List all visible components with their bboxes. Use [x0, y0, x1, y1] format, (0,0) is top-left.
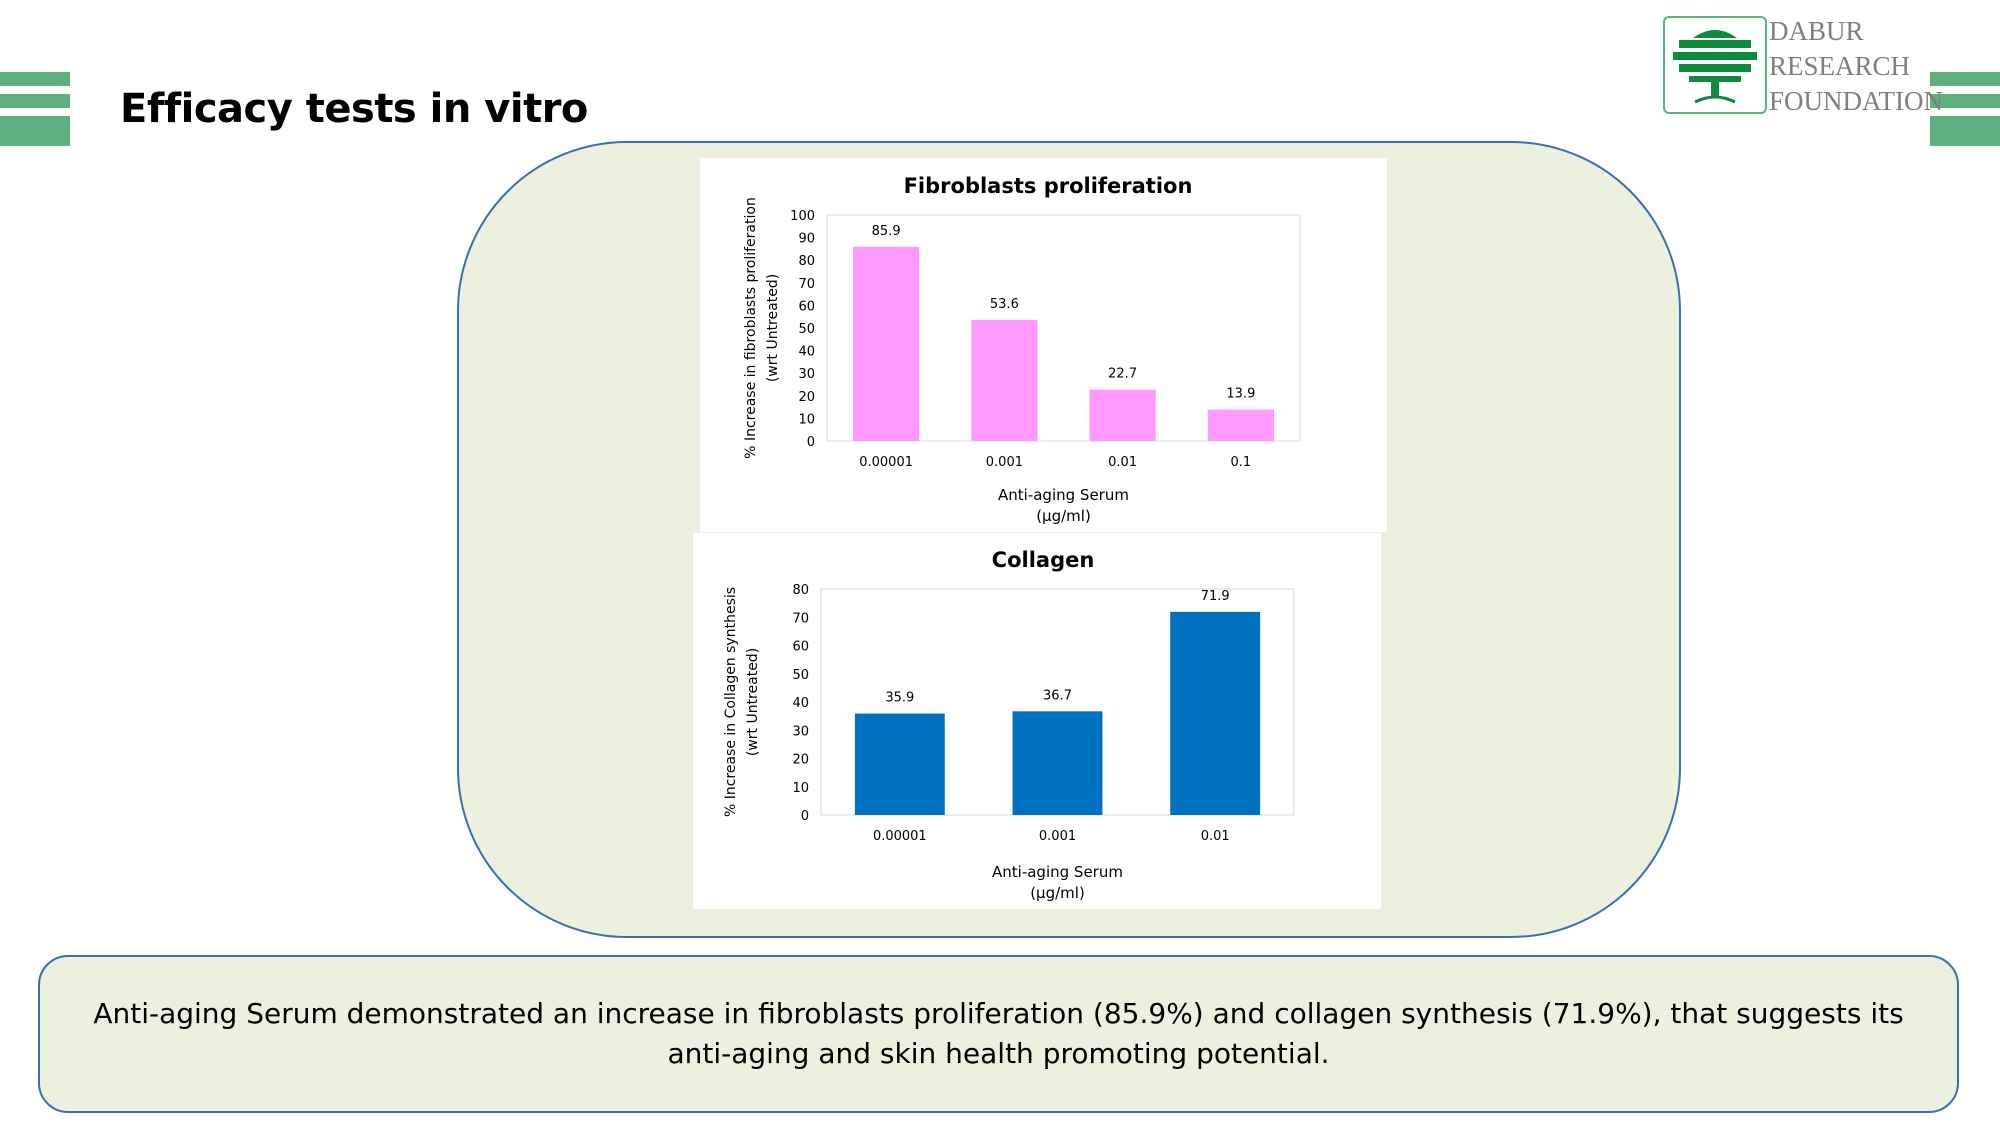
chart-title: Collagen [992, 548, 1095, 572]
y-axis-sublabel: (wrt Untreated) [745, 648, 761, 756]
plot-area [826, 214, 1301, 442]
logo-badge [1663, 16, 1767, 114]
y-tick-label: 20 [798, 390, 815, 405]
bar [854, 713, 945, 815]
y-tick-label: 40 [798, 345, 815, 360]
data-label: 53.6 [990, 297, 1019, 312]
summary-box: Anti-aging Serum demonstrated an increas… [38, 955, 1959, 1113]
y-tick-label: 60 [798, 299, 815, 314]
y-tick-label: 40 [792, 696, 809, 711]
fibroblast-chart: Fibroblasts proliferation 0 10 20 30 40 50 60 70… [743, 174, 1301, 525]
slide-title: Efficacy tests in vitro [120, 86, 588, 132]
x-axis-label: Anti-aging Serum [992, 863, 1123, 881]
right-stripe-middle [1930, 94, 2000, 108]
x-axis-label: Anti-aging Serum [998, 486, 1129, 504]
y-tick-label: 0 [807, 435, 815, 450]
y-axis-label: % Increase in Collagen synthesis [723, 587, 739, 817]
x-tick-label: 0.00001 [859, 455, 913, 470]
right-stripe-top [1930, 72, 2000, 86]
y-tick-label: 70 [798, 277, 815, 292]
chart-title: Fibroblasts proliferation [904, 174, 1193, 198]
x-axis-unit: (µg/ml) [1030, 884, 1085, 902]
right-stripe-bottom [1930, 116, 2000, 146]
y-tick-label: 20 [792, 753, 809, 768]
y-tick-label: 30 [798, 367, 815, 382]
y-tick-label: 50 [798, 322, 815, 337]
data-label: 71.9 [1201, 589, 1230, 604]
summary-text: Anti-aging Serum demonstrated an increas… [93, 997, 1904, 1070]
data-label: 35.9 [885, 691, 914, 706]
y-tick-label: 0 [801, 809, 809, 824]
y-axis-sublabel: (wrt Untreated) [765, 274, 781, 382]
bar [1170, 611, 1261, 815]
bar [1089, 389, 1156, 441]
bar [1012, 711, 1103, 815]
x-axis-unit: (µg/ml) [1036, 507, 1091, 525]
data-label: 13.9 [1226, 387, 1255, 402]
left-stripe-bottom [0, 116, 70, 146]
x-tick-label: 0.001 [986, 455, 1023, 470]
bar [971, 319, 1038, 441]
logo-line-1: DABUR [1769, 16, 1864, 46]
x-tick-label: 0.01 [1201, 829, 1230, 844]
x-tick-label: 0.1 [1231, 455, 1252, 470]
y-tick-label: 10 [798, 412, 815, 427]
x-tick-label: 0.01 [1108, 455, 1137, 470]
y-tick-label: 10 [792, 781, 809, 796]
left-stripe-top [0, 72, 70, 86]
data-label: 36.7 [1043, 688, 1072, 703]
y-tick-label: 80 [792, 583, 809, 598]
y-tick-label: 80 [798, 254, 815, 269]
y-tick-label: 90 [798, 232, 815, 247]
x-tick-label: 0.00001 [873, 829, 927, 844]
x-tick-label: 0.001 [1039, 829, 1076, 844]
collagen-chart-card: Collagen 0 10 20 30 40 50 60 70 80 35.9 0.00001 36.7… [693, 533, 1381, 909]
dabur-logo: DABUR RESEARCH FOUNDATION [1663, 14, 1943, 116]
logo-line-3: FOUNDATION [1769, 86, 1943, 116]
y-tick-label: 70 [792, 611, 809, 626]
logo-line-2: RESEARCH [1769, 51, 1911, 81]
data-label: 22.7 [1108, 367, 1137, 382]
bar [1207, 409, 1274, 441]
left-stripe-middle [0, 94, 70, 108]
y-tick-label: 50 [792, 668, 809, 683]
y-tick-label: 30 [792, 724, 809, 739]
collagen-chart: Collagen 0 10 20 30 40 50 60 70 80 35.9 0.00001 36.7… [723, 548, 1295, 902]
logo-text: DABUR RESEARCH FOUNDATION [1769, 14, 1943, 119]
y-tick-label: 100 [790, 209, 815, 224]
data-label: 85.9 [872, 224, 901, 239]
bar [853, 246, 920, 441]
fibroblast-chart-card: Fibroblasts proliferation 0 10 20 30 40 50 60 70… [700, 158, 1387, 532]
tree-icon [1673, 30, 1757, 104]
y-axis-label: % Increase in fibroblasts proliferation [743, 197, 759, 459]
y-tick-label: 60 [792, 640, 809, 655]
